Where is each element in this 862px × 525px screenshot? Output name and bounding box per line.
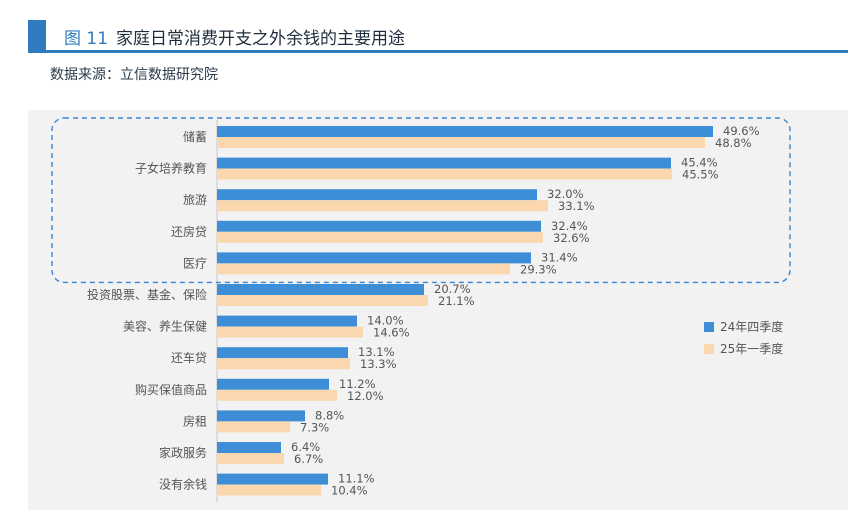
category-label: 家政服务	[159, 445, 207, 460]
bar-series-2	[217, 326, 363, 338]
bar-series-2	[217, 137, 705, 148]
bar-series-2	[217, 389, 337, 401]
value-label-series-2: 14.6%	[373, 326, 410, 340]
figure-title-text: 家庭日常消费开支之外余钱的主要用途	[116, 29, 406, 49]
figure-title-bar: 图 11 家庭日常消费开支之外余钱的主要用途	[28, 20, 848, 50]
bar-series-1	[217, 220, 541, 232]
value-label-series-2: 29.3%	[520, 262, 557, 276]
title-accent-block	[28, 20, 46, 50]
bar-series-2	[217, 263, 510, 275]
category-label: 子女培养教育	[135, 161, 207, 176]
legend-label: 24年四季度	[720, 319, 783, 334]
value-label-series-2: 32.6%	[553, 231, 590, 245]
category-label: 还房贷	[171, 224, 207, 239]
value-label-series-1: 11.1%	[338, 472, 375, 486]
bar-series-2	[217, 231, 543, 243]
value-label-series-2: 12.0%	[347, 389, 384, 403]
bar-series-2	[217, 358, 350, 370]
data-source: 数据来源：立信数据研究院	[50, 67, 218, 83]
bar-series-1	[217, 315, 357, 327]
value-label-series-2: 7.3%	[300, 420, 329, 434]
value-label-series-2: 21.1%	[438, 294, 475, 308]
value-label-series-1: 32.4%	[551, 219, 588, 233]
bar-series-2	[217, 484, 321, 496]
bar-series-1	[217, 126, 713, 137]
category-label: 旅游	[183, 193, 207, 207]
bar-series-2	[217, 453, 284, 464]
category-label: 储蓄	[183, 129, 207, 144]
bar-series-1	[217, 284, 424, 295]
title-underline	[28, 50, 848, 53]
bar-series-1	[217, 347, 348, 359]
legend-swatch	[704, 322, 714, 332]
category-label: 购买保值商品	[135, 382, 207, 397]
value-label-series-1: 20.7%	[434, 282, 471, 296]
bar-series-1	[217, 378, 329, 390]
figure-title: 图 11 家庭日常消费开支之外余钱的主要用途	[64, 24, 405, 49]
highlight-box	[51, 117, 791, 284]
bar-series-1	[217, 157, 671, 169]
category-label: 没有余钱	[159, 477, 207, 492]
value-label-series-2: 48.8%	[715, 136, 752, 150]
value-label-series-1: 49.6%	[723, 124, 760, 138]
category-label: 房租	[183, 413, 207, 428]
legend-label: 25年一季度	[720, 341, 783, 356]
figure-number: 图 11	[64, 29, 109, 49]
value-label-series-1: 14.0%	[367, 314, 404, 328]
bar-series-1	[217, 410, 305, 422]
value-label-series-1: 32.0%	[547, 187, 584, 201]
value-label-series-1: 31.4%	[541, 250, 578, 264]
value-label-series-1: 45.4%	[681, 156, 718, 170]
value-label-series-2: 33.1%	[558, 199, 595, 213]
bar-series-1	[217, 473, 328, 485]
category-label: 美容、养生保健	[123, 319, 207, 334]
value-label-series-2: 45.5%	[682, 168, 719, 182]
category-label: 还车贷	[171, 350, 207, 365]
bar-series-1	[217, 442, 281, 453]
legend-swatch	[704, 344, 714, 354]
bar-chart: 储蓄 49.6%48.8% 子女培养教育 45.4%45.5% 旅游 32.0%33.1%…	[51, 117, 791, 502]
value-label-series-1: 11.2%	[339, 377, 376, 391]
bar-series-1	[217, 189, 537, 201]
value-label-series-1: 8.8%	[315, 408, 344, 422]
category-label: 医疗	[183, 256, 207, 270]
chart-panel: 储蓄 49.6% 48.8% 子女培养教育 45.4% 45.5% 旅游 32.0% 33.1%…	[28, 110, 848, 510]
category-label: 投资股票、基金、保险	[87, 287, 207, 302]
value-label-series-2: 10.4%	[331, 484, 368, 498]
bar-series-1	[217, 252, 531, 264]
value-label-series-1: 6.4%	[291, 440, 320, 454]
value-label-series-2: 6.7%	[294, 452, 323, 466]
value-label-series-1: 13.1%	[358, 345, 395, 359]
bar-series-2	[217, 421, 290, 433]
value-label-series-2: 13.3%	[360, 357, 397, 371]
bar-series-2	[217, 200, 548, 212]
bar-series-2	[217, 168, 672, 180]
bar-series-2	[217, 295, 428, 306]
